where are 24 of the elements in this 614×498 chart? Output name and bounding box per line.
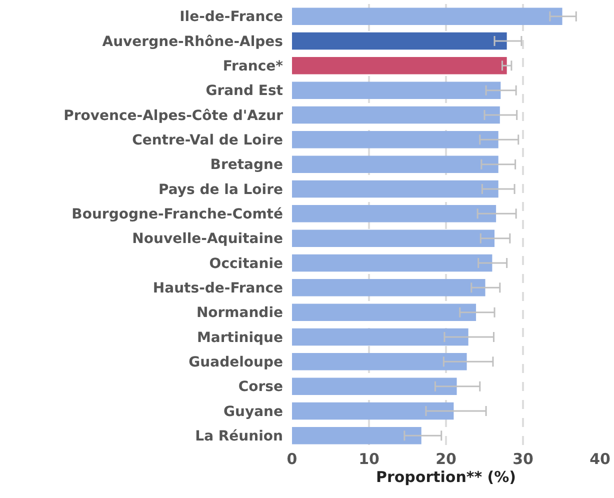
- y-tick-label: Occitanie: [209, 256, 283, 272]
- x-tick-label: 30: [512, 450, 534, 468]
- y-tick-label: Nouvelle-Aquitaine: [132, 231, 283, 248]
- y-tick-label: Pays de la Loire: [158, 182, 283, 198]
- y-tick-label: Martinique: [196, 330, 283, 346]
- y-tick-label: Hauts-de-France: [152, 280, 283, 297]
- x-tick-label: 40: [590, 450, 610, 468]
- y-tick-label: Centre-Val de Loire: [132, 132, 283, 149]
- y-tick-label: La Réunion: [195, 428, 283, 445]
- y-tick-label: Auvergne-Rhône-Alpes: [102, 34, 283, 50]
- y-tick-label: France*: [222, 58, 284, 75]
- y-tick-label: Provence-Alpes-Côte d'Azur: [64, 108, 284, 124]
- y-tick-label: Corse: [238, 379, 283, 396]
- x-tick-label: 20: [436, 450, 456, 468]
- x-axis-title: Proportion** (%): [376, 468, 516, 486]
- y-tick-label: Normandie: [196, 305, 283, 322]
- y-tick-label: Grand Est: [206, 83, 284, 100]
- x-tick-label: 10: [358, 450, 380, 468]
- y-tick-label: Bretagne: [210, 157, 283, 174]
- x-tick-label: 0: [286, 450, 298, 468]
- y-tick-label: Guyane: [224, 404, 283, 420]
- y-tick-label: Bourgogne-Franche-Comté: [72, 206, 283, 223]
- y-tick-label: Ile-de-France: [180, 9, 283, 26]
- y-tick-label: Guadeloupe: [188, 354, 283, 371]
